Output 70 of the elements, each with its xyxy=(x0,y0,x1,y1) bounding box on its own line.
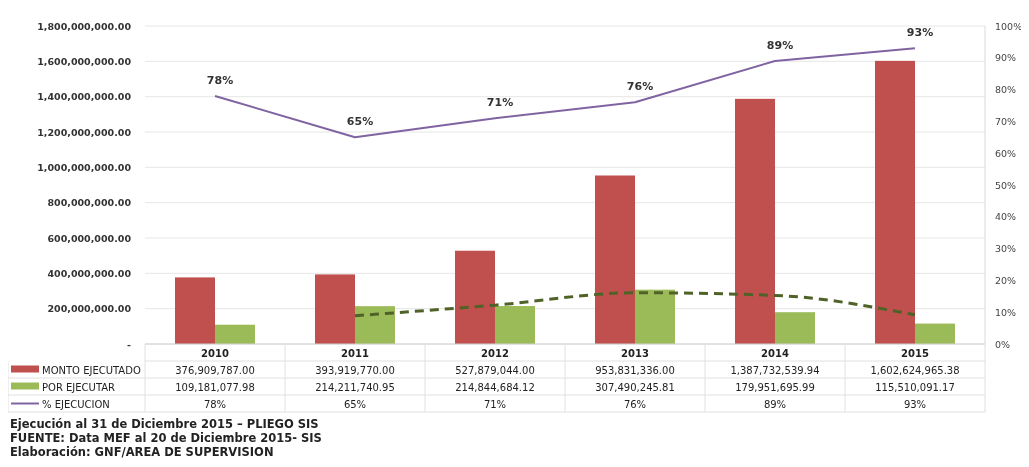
y2-tick-label: 60% xyxy=(995,147,1017,159)
y2-tick-label: 80% xyxy=(995,84,1017,96)
y2-tick-label: 100% xyxy=(995,20,1023,32)
y-tick-label: 1,600,000,000.00 xyxy=(37,55,132,67)
data-label: 1,387,732,539.94 xyxy=(730,364,820,376)
y-tick-label: 1,400,000,000.00 xyxy=(37,91,132,103)
x-tick-label: 2010 xyxy=(201,348,229,359)
y-tick-label: 1,800,000,000.00 xyxy=(37,20,132,32)
data-label: 1,602,624,965.38 xyxy=(870,364,960,376)
y-tick-label: 1,200,000,000.00 xyxy=(37,126,132,138)
y-tick-label: 800,000,000.00 xyxy=(47,197,132,209)
data-label: 307,490,245.81 xyxy=(595,381,675,393)
x-tick-label: 2015 xyxy=(901,348,929,359)
line-series xyxy=(353,291,917,318)
bar xyxy=(735,98,775,344)
y-tick-label: - xyxy=(127,338,132,350)
y2-tick-label: 90% xyxy=(995,52,1017,64)
data-label: 109,181,077.98 xyxy=(175,381,255,393)
data-label: 953,831,336.00 xyxy=(595,364,675,376)
text: 71% xyxy=(486,96,514,110)
data-label: 93% xyxy=(903,398,927,410)
data-label: 376,909,787.00 xyxy=(175,364,255,376)
x-tick-label: 2011 xyxy=(341,348,369,359)
y-tick-label: 200,000,000.00 xyxy=(47,303,132,315)
text: Elaboración: GNF/AREA DE SUPERVISION xyxy=(10,445,274,459)
text: 93% xyxy=(906,26,934,40)
y2-tick-label: 50% xyxy=(995,179,1017,191)
data-label: 89% xyxy=(763,398,787,410)
legend-label: % EJECUCION xyxy=(42,398,110,410)
data-label: 115,510,091.17 xyxy=(875,381,955,393)
data-label: 214,211,740.95 xyxy=(315,381,395,393)
bar xyxy=(175,277,215,344)
y-tick-label: 400,000,000.00 xyxy=(47,267,132,279)
bar xyxy=(875,60,915,344)
data-label: 214,844,684.12 xyxy=(455,381,535,393)
source-note: FUENTE: Data MEF al 20 de Diciembre 2015- SIS xyxy=(10,431,322,445)
y-tick-label: 1,000,000,000.00 xyxy=(37,161,132,173)
data-label: 179,951,695.99 xyxy=(735,381,815,393)
data-label: 393,919,770.00 xyxy=(315,364,395,376)
bar xyxy=(775,312,815,344)
y2-tick-label: 40% xyxy=(995,211,1017,223)
x-tick-label: 2012 xyxy=(481,348,509,359)
data-label: 65% xyxy=(343,398,367,410)
bar xyxy=(215,324,255,344)
bar xyxy=(595,175,635,344)
x-tick-label: 2014 xyxy=(761,348,789,359)
bar xyxy=(495,306,535,344)
bar xyxy=(315,274,355,344)
data-label: 527,879,044.00 xyxy=(455,364,535,376)
y-tick-label: 600,000,000.00 xyxy=(47,232,132,244)
y2-tick-label: 30% xyxy=(995,243,1017,255)
y2-tick-label: 70% xyxy=(995,115,1017,127)
bar xyxy=(915,323,955,344)
data-label: 78% xyxy=(203,398,227,410)
y2-tick-label: 0% xyxy=(995,338,1011,350)
bar xyxy=(455,250,495,344)
text: 78% xyxy=(206,73,234,87)
text: 65% xyxy=(346,115,374,129)
legend-label: POR EJECUTAR xyxy=(42,381,116,393)
text: 89% xyxy=(766,38,794,52)
text: Ejecución al 31 de Diciembre 2015 – PLIEGO SIS xyxy=(10,417,319,431)
data-label: 71% xyxy=(483,398,507,410)
bar xyxy=(355,306,395,344)
y2-tick-label: 10% xyxy=(995,306,1017,318)
legend-label: MONTO EJECUTADO xyxy=(42,364,141,376)
bar xyxy=(635,289,675,344)
y2-tick-label: 20% xyxy=(995,274,1017,286)
text: 76% xyxy=(626,80,654,94)
data-label: 76% xyxy=(623,398,647,410)
x-tick-label: 2013 xyxy=(621,348,649,359)
